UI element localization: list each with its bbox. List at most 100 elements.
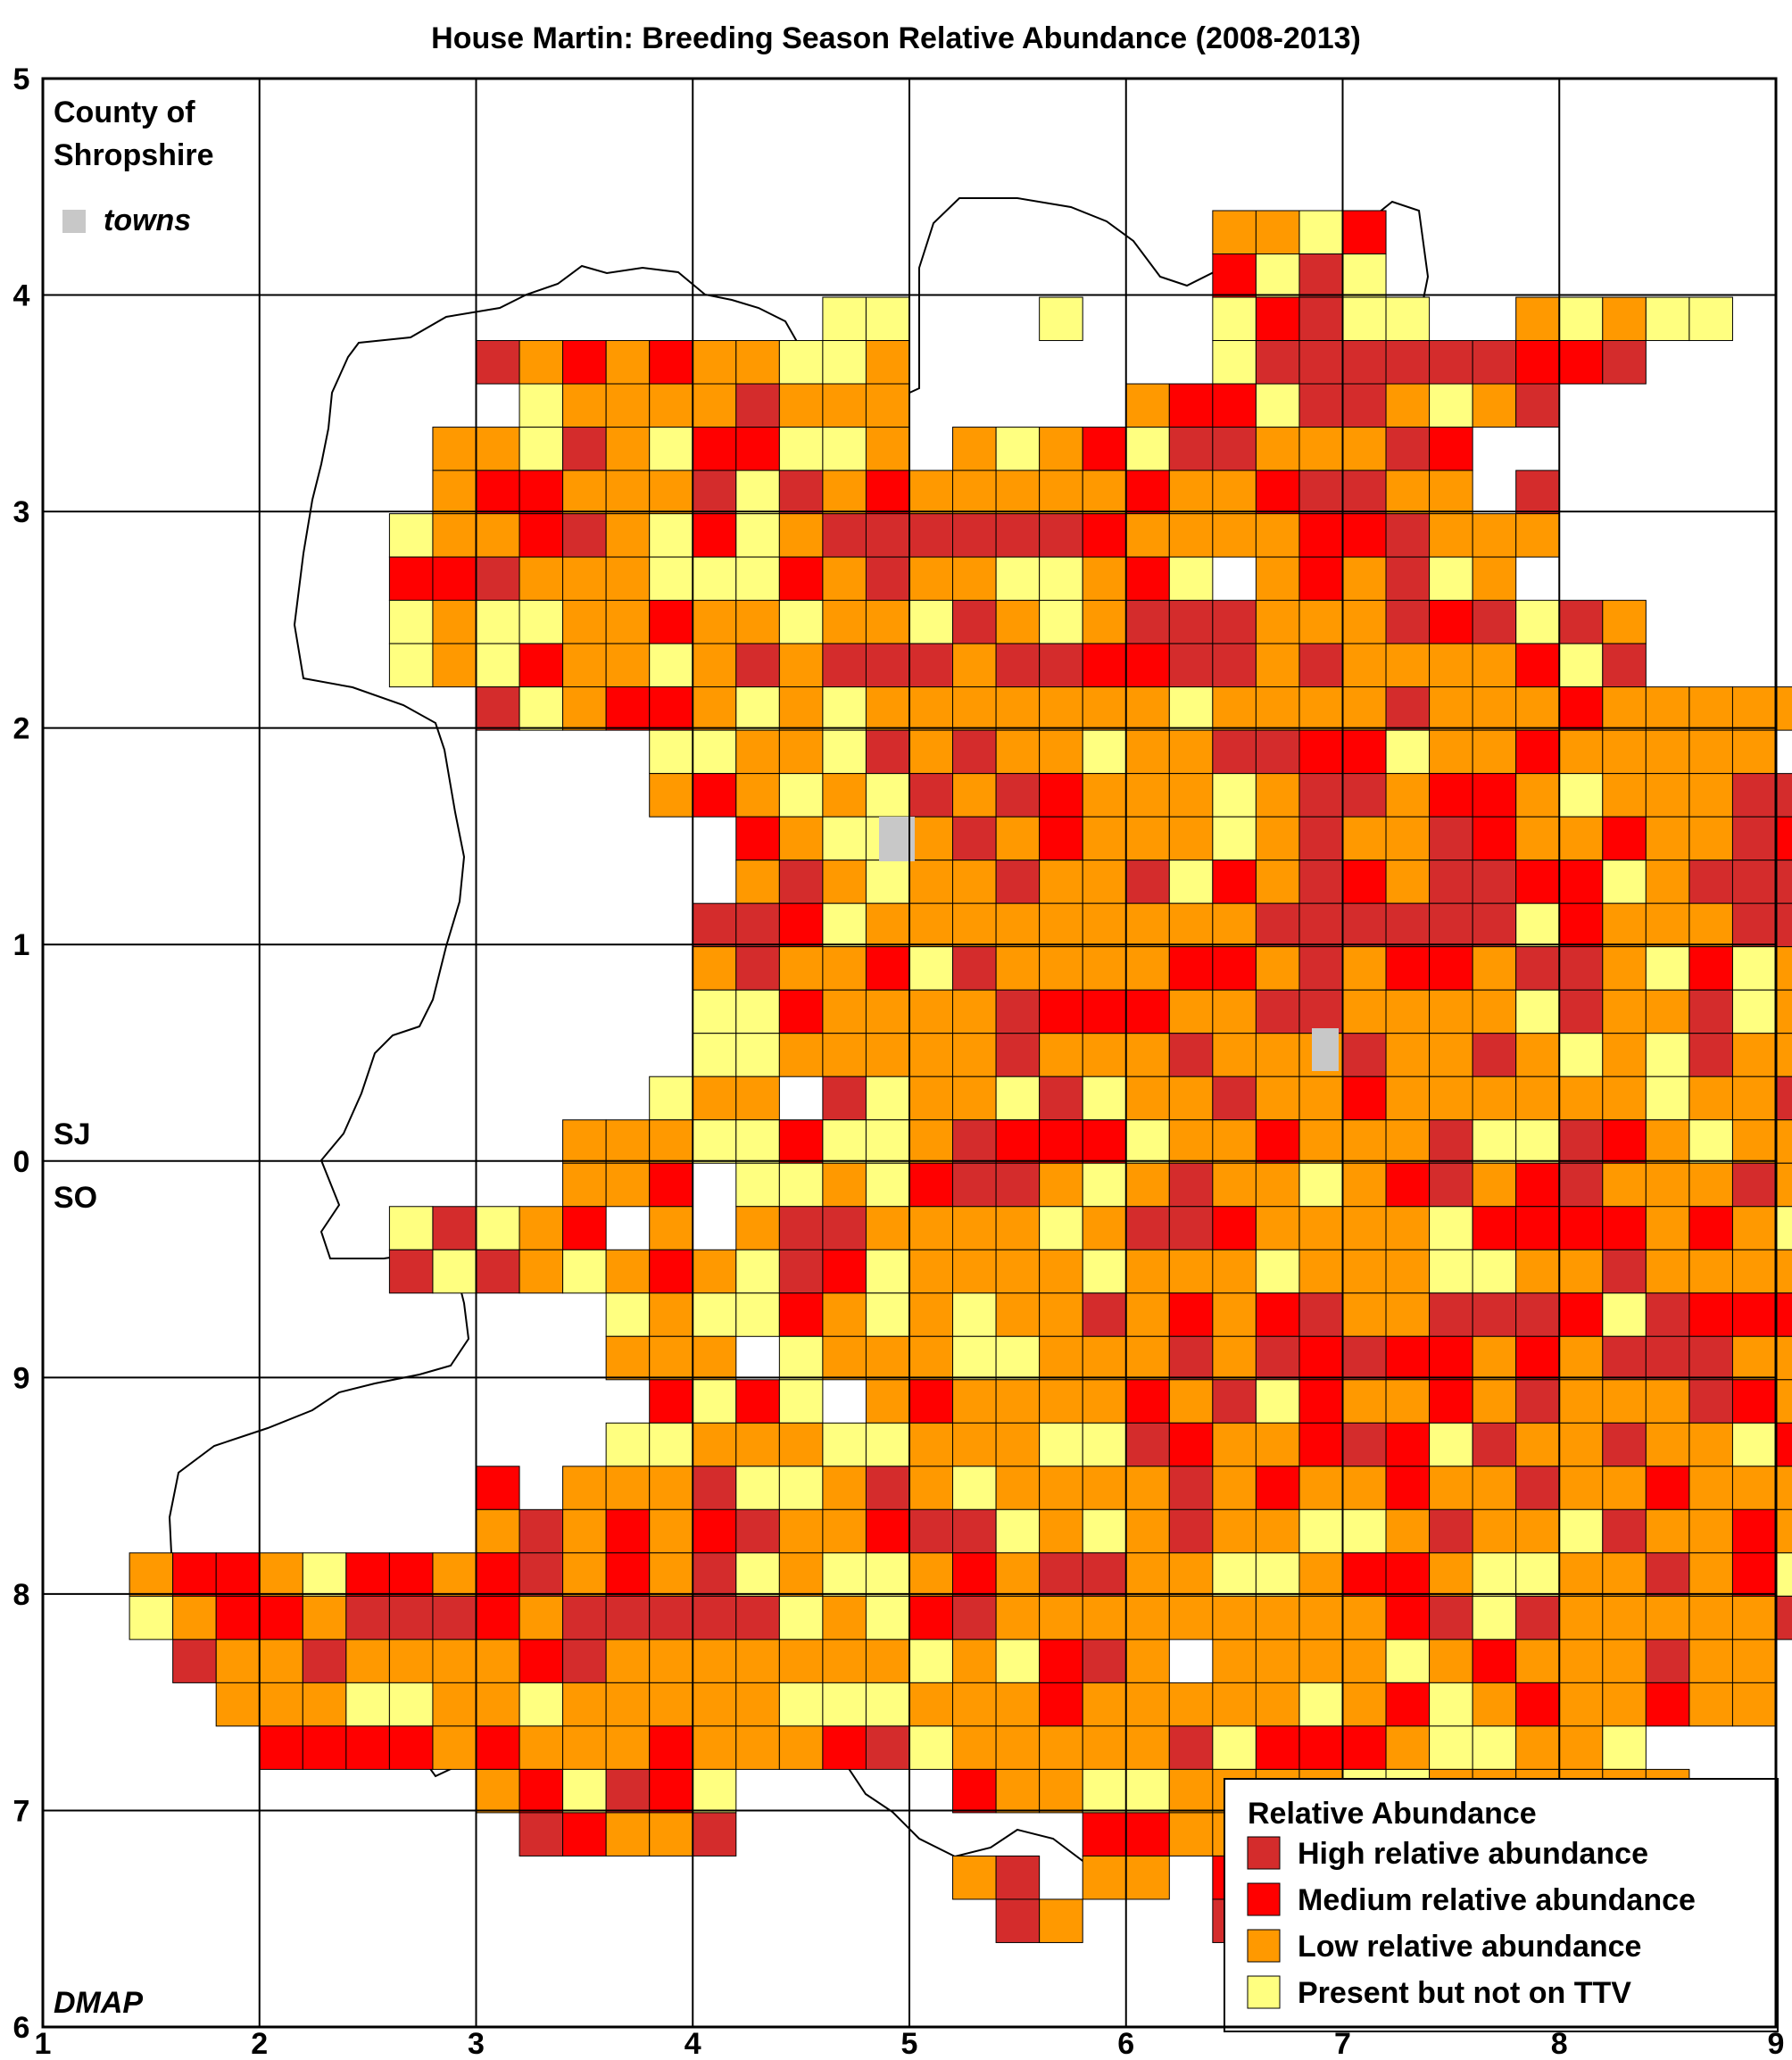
tetrad-low xyxy=(1212,1508,1257,1554)
tetrad-high xyxy=(1168,1335,1214,1381)
tetrad-low xyxy=(692,946,737,991)
tetrad-low xyxy=(1731,1682,1777,1727)
tetrad-low xyxy=(1775,1162,1792,1208)
tetrad-low xyxy=(1039,469,1083,515)
tetrad-low xyxy=(1731,1206,1777,1250)
tetrad-low xyxy=(1775,1508,1792,1554)
tetrad-low xyxy=(735,1682,780,1727)
tetrad-present xyxy=(1429,1422,1473,1467)
tetrad-present xyxy=(432,1249,477,1294)
tetrad-low xyxy=(1125,1249,1170,1294)
tetrad-present xyxy=(1212,1725,1257,1770)
tetrad-present xyxy=(1602,860,1647,904)
tetrad-high xyxy=(1429,902,1473,948)
tetrad-low xyxy=(1688,1076,1733,1121)
tetrad-low xyxy=(1645,1206,1690,1250)
tetrad-high xyxy=(1168,1725,1214,1770)
tetrad-high xyxy=(476,686,520,731)
tetrad-low xyxy=(1342,1639,1387,1683)
tetrad-low xyxy=(1255,1076,1300,1121)
tetrad-low xyxy=(1168,902,1214,948)
tetrad-low xyxy=(476,1682,520,1727)
tetrad-low xyxy=(908,1335,954,1381)
tetrad-medium xyxy=(1558,686,1604,731)
tetrad-low xyxy=(1385,989,1431,1034)
tetrad-low xyxy=(1385,469,1431,515)
tetrad-low xyxy=(519,340,564,385)
tetrad-medium xyxy=(476,469,520,515)
tetrad-present xyxy=(952,1335,997,1381)
tetrad-low xyxy=(1688,729,1733,775)
tetrad-medium xyxy=(1342,1725,1387,1770)
tetrad-low xyxy=(1255,643,1300,688)
tetrad-present xyxy=(1558,1508,1604,1554)
tetrad-high xyxy=(1255,989,1300,1034)
tetrad-low xyxy=(952,643,997,688)
tetrad-low xyxy=(995,816,1041,861)
tetrad-present xyxy=(1342,1508,1387,1554)
tetrad-low xyxy=(562,556,607,602)
tetrad-present xyxy=(129,1595,174,1641)
tetrad-low xyxy=(952,427,997,471)
x-tick-label: 8 xyxy=(1551,2027,1568,2060)
tetrad-low xyxy=(1212,210,1257,255)
tetrad-low xyxy=(692,1076,737,1121)
tetrad-low xyxy=(1472,1379,1517,1424)
tetrad-low xyxy=(1472,686,1517,731)
tetrad-high xyxy=(735,946,780,991)
tetrad-low xyxy=(1645,989,1690,1034)
tetrad-medium xyxy=(1039,989,1083,1034)
tetrad-low xyxy=(1558,816,1604,861)
tetrad-medium xyxy=(908,1595,954,1641)
tetrad-high xyxy=(1342,1335,1387,1381)
tetrad-medium xyxy=(1255,1292,1300,1337)
tetrad-low xyxy=(1168,1119,1214,1164)
tetrad-low xyxy=(1298,1249,1343,1294)
tetrad-high xyxy=(1039,1076,1083,1121)
tetrad-present xyxy=(476,600,520,644)
grid-label-so: SO xyxy=(54,1181,97,1215)
tetrad-low xyxy=(692,1249,737,1294)
tetrad-low xyxy=(1645,1249,1690,1294)
tetrad-medium xyxy=(476,1552,520,1597)
tetrad-high xyxy=(1688,860,1733,904)
tetrad-high xyxy=(952,1595,997,1641)
tetrad-present xyxy=(1125,1119,1170,1164)
tetrad-low xyxy=(1342,427,1387,471)
tetrad-low xyxy=(1385,1292,1431,1337)
tetrad-low xyxy=(1039,1292,1083,1337)
tetrad-low xyxy=(908,989,954,1034)
tetrad-low xyxy=(1168,773,1214,818)
tetrad-low xyxy=(649,773,693,818)
tetrad-low xyxy=(605,643,651,688)
tetrad-low xyxy=(908,686,954,731)
tetrad-low xyxy=(1255,1422,1300,1467)
tetrad-low xyxy=(1472,989,1517,1034)
tetrad-present xyxy=(1082,1249,1127,1294)
tetrad-high xyxy=(1602,643,1647,688)
tetrad-low xyxy=(1168,1595,1214,1641)
tetrad-low xyxy=(1039,729,1083,775)
tetrad-low xyxy=(1731,1595,1777,1641)
tetrad-low xyxy=(735,1422,780,1467)
tetrad-present xyxy=(1558,296,1604,342)
tetrad-low xyxy=(1212,1292,1257,1337)
tetrad-low xyxy=(1602,1595,1647,1641)
tetrad-low xyxy=(562,1119,607,1164)
tetrad-low xyxy=(735,600,780,644)
y-tick-label: 7 xyxy=(13,1794,30,1828)
tetrad-high xyxy=(1688,1379,1733,1424)
tetrad-low xyxy=(1731,1033,1777,1077)
tetrad-low xyxy=(908,1206,954,1250)
tetrad-low xyxy=(1082,773,1127,818)
tetrad-high xyxy=(865,643,910,688)
tetrad-low xyxy=(908,816,954,861)
tetrad-low xyxy=(1342,1249,1387,1294)
tetrad-low xyxy=(1255,1206,1300,1250)
tetrad-low xyxy=(1385,1725,1431,1770)
tetrad-medium xyxy=(562,1206,607,1250)
tetrad-present xyxy=(1515,600,1560,644)
tetrad-present xyxy=(865,1595,910,1641)
tetrad-medium xyxy=(1429,600,1473,644)
